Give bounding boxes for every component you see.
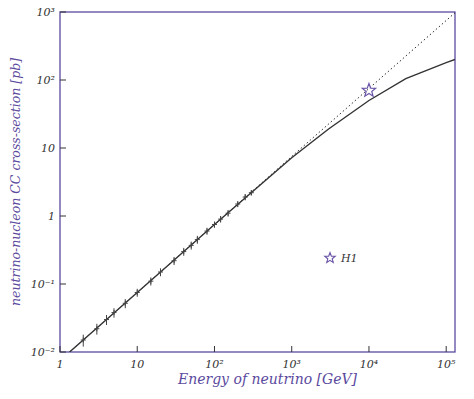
data-point [212,222,217,228]
data-point [123,299,128,308]
y-tick-label: 1 [48,210,55,223]
point-marker [113,310,114,315]
error-bar [191,242,192,250]
plot-data [70,13,455,352]
error-bar [228,210,229,216]
y-tick [60,352,66,353]
point-marker [228,211,229,216]
data-point [111,308,116,317]
point-marker [214,222,215,227]
point-marker [150,279,151,284]
x-tick-label: 10² [205,358,223,371]
error-bar [174,257,175,265]
error-bar [214,222,215,228]
point-marker [106,317,107,322]
point-marker [125,301,126,306]
point-marker [197,237,198,242]
error-bar [197,236,198,244]
x-tick [291,346,292,352]
point-marker [183,249,184,254]
data-point [235,201,240,207]
error-bar [96,324,97,335]
data-point [94,324,99,335]
data-point [81,335,86,347]
error-bar [150,277,151,285]
y-tick [60,216,66,217]
x-tick-label: 10 [130,358,144,371]
y-axis-label: neutrino-nucleon CC cross-section [pb] [8,58,23,306]
point-marker [174,258,175,263]
point-marker [191,243,192,248]
x-tick-label: 10⁴ [360,358,378,371]
legend-marker [325,253,335,263]
star-point [362,84,375,97]
x-tick [368,346,369,352]
y-tick [60,80,66,81]
error-bar [83,335,84,347]
data-point [243,194,248,200]
x-tick [446,346,447,352]
y-tick-label: 10 [41,142,55,155]
error-bar [220,216,221,223]
data-point [135,289,140,297]
point-marker [245,195,246,200]
x-tick [214,346,215,352]
y-tick-label: 10² [37,74,55,87]
error-bar [113,308,114,317]
x-tick-label: 10³ [283,358,301,371]
error-bar [137,289,138,297]
data-point [195,236,200,244]
point-marker [83,338,84,343]
x-tick [60,346,61,352]
point-marker [251,190,252,195]
error-bar [237,201,238,207]
point-marker [237,202,238,207]
point-marker [206,229,207,234]
data-point [189,242,194,250]
point-marker [137,290,138,295]
series-line [70,60,455,352]
error-bar [183,248,184,256]
x-axis-label: Energy of neutrino [GeV] [177,371,358,387]
point-marker [96,326,97,331]
chart: 11010²10³10⁴10⁵10⁻²10⁻¹11010²10³Energy o… [0,0,474,399]
error-bar [251,190,252,195]
y-tick [60,12,66,13]
point-marker [220,217,221,222]
data-point [158,268,163,276]
x-tick-label: 10⁵ [437,358,456,371]
series-line [70,13,455,352]
x-tick-label: 1 [57,358,64,371]
y-tick [60,284,66,285]
y-tick-label: 10⁻² [31,346,55,359]
point-marker [160,270,161,275]
y-tick-label: 10³ [37,6,55,19]
data-point [249,190,254,195]
data-point [226,210,231,216]
y-tick [60,148,66,149]
data-point [104,315,109,325]
error-bar [245,194,246,200]
data-point [218,216,223,223]
data-point [148,277,153,285]
data-point [181,248,186,256]
plot-frame [60,12,455,352]
error-bar [106,315,107,325]
error-bar [125,299,126,308]
x-tick [137,346,138,352]
data-point [172,257,177,265]
y-tick-label: 10⁻¹ [31,278,55,291]
error-bar [160,268,161,276]
legend-label: H1 [340,252,358,265]
error-bar [206,228,207,235]
data-point [204,228,209,235]
